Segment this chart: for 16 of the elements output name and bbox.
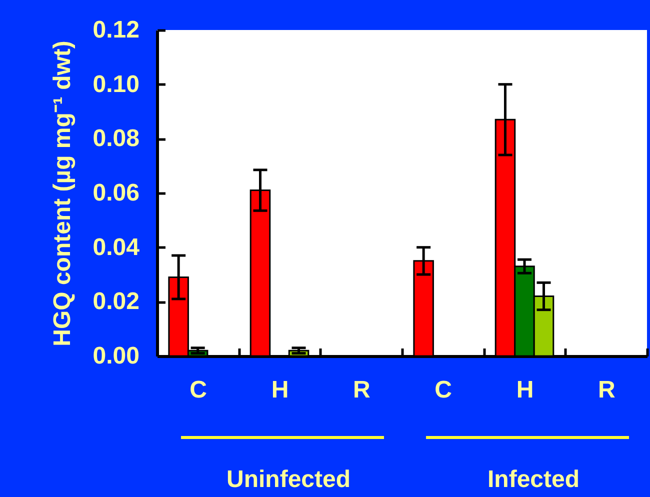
y-axis-title: HGQ content (µg mg⁻¹ dwt) <box>48 40 76 346</box>
y-tick-label: 0.06 <box>92 180 140 206</box>
text: Infected <box>487 466 580 493</box>
x-tick-label: H <box>271 376 289 404</box>
x-tick-label: C <box>434 376 452 404</box>
y-tick-label: 0.04 <box>92 234 140 261</box>
y-tick-label: 0.02 <box>92 288 140 316</box>
x-tick-label: R <box>598 376 616 404</box>
y-tick-label: 0.08 <box>92 125 140 152</box>
x-tick-label: C <box>190 376 208 404</box>
text: Uninfected <box>226 466 351 493</box>
y-tick-label: 0.12 <box>92 16 140 44</box>
y-tick-label: 0.00 <box>92 342 140 370</box>
y-tick-label: 0.10 <box>92 70 140 98</box>
x-tick-label: H <box>516 376 534 404</box>
x-tick-label: R <box>352 376 370 404</box>
